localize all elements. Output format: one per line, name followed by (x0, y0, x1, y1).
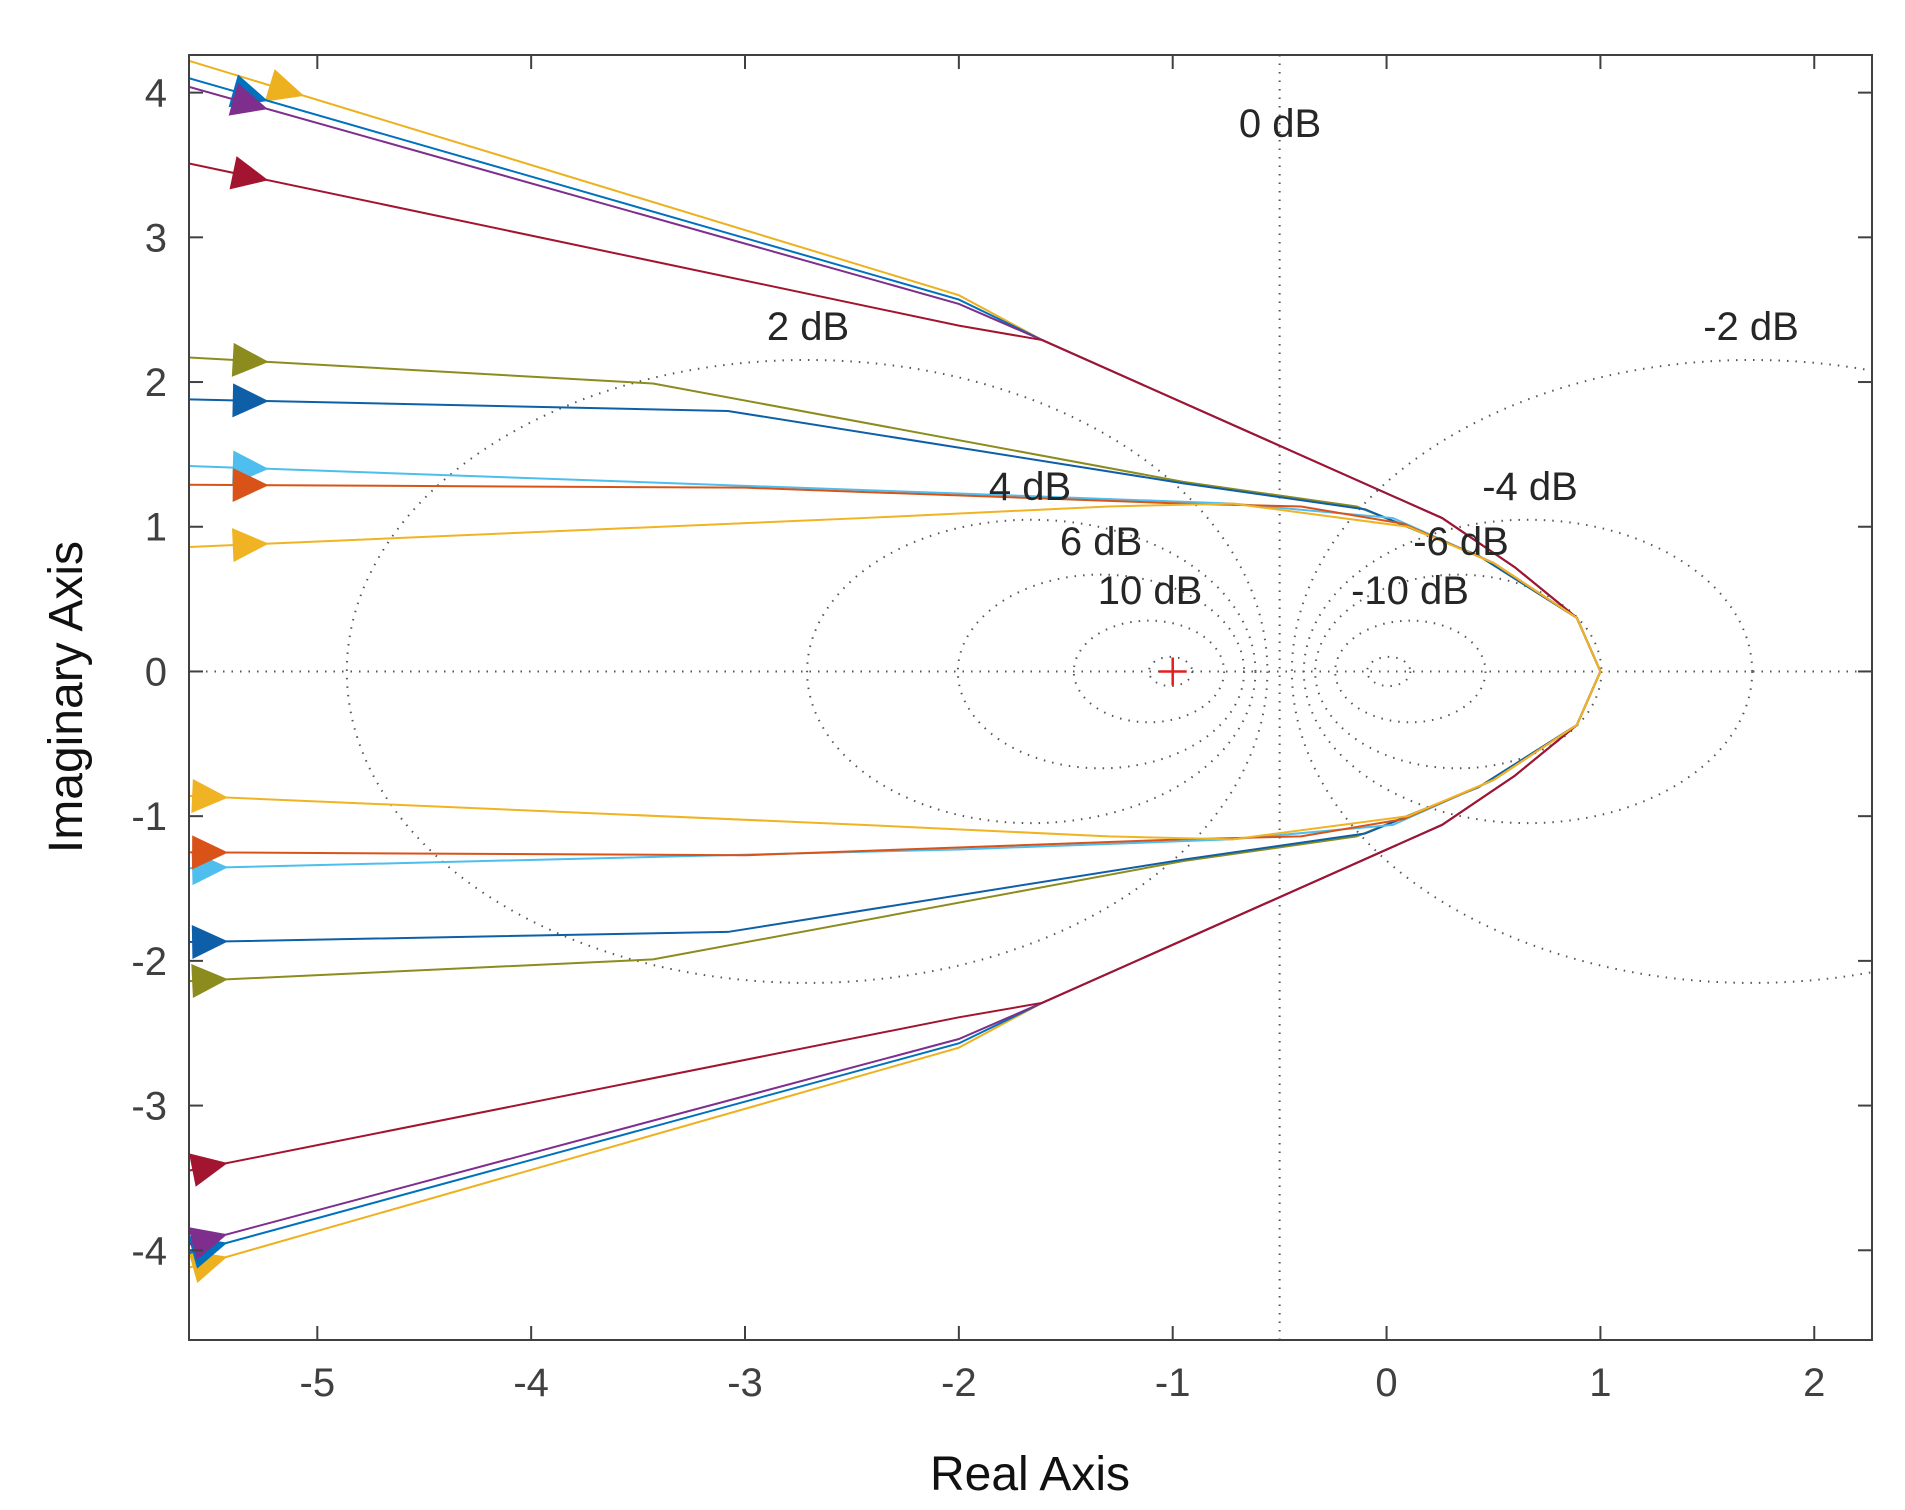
series-4-upper-arrow (231, 342, 269, 377)
grid-label: 0 dB (1239, 102, 1321, 146)
m-circle-grid (189, 55, 1872, 1340)
y-tick-label: 3 (145, 216, 167, 260)
plot-area (189, 55, 1872, 1340)
series-5-lower-arrow (191, 924, 229, 959)
x-tick-label: 1 (1589, 1361, 1611, 1405)
critical-point-marker (1158, 657, 1187, 686)
x-tick-label: -1 (1155, 1361, 1191, 1405)
m-circle-neg4db (1302, 518, 1754, 825)
m-circle-20db (1147, 655, 1194, 688)
y-tick-label: 4 (145, 72, 167, 116)
nyquist-curves (189, 59, 1602, 1283)
x-tick-label: -5 (300, 1361, 336, 1405)
series-7-lower-arrow (192, 835, 229, 870)
grid-label: 4 dB (989, 465, 1071, 509)
grid-label: 6 dB (1060, 520, 1142, 564)
series-3-lower-arrow (189, 1153, 228, 1187)
m-circle-2db (345, 358, 1269, 984)
grid-label: -6 dB (1413, 520, 1509, 564)
series-8-lower-arrow (191, 779, 229, 814)
grid-label: 10 dB (1098, 569, 1203, 613)
series-3-upper-arrow (229, 156, 269, 190)
y-tick-label: 1 (145, 506, 167, 550)
series-8-lower-line (189, 671, 1602, 841)
grid-label: -10 dB (1351, 569, 1469, 613)
grid-label: 2 dB (767, 305, 849, 349)
axis-ticks: -5 -4 -3 -2 -1 0 1 2 4 3 2 1 0 -1 -2 -3 -4 (131, 55, 1872, 1405)
y-axis-label: Imaginary Axis (40, 541, 93, 853)
x-tick-label: 0 (1375, 1361, 1397, 1405)
m-circle-4db (806, 518, 1257, 825)
grid-labels: 0 dB 2 dB -2 dB 4 dB -4 dB 6 dB -6 dB 10 dB -10 … (767, 102, 1799, 686)
series-5-upper-arrow (232, 383, 269, 418)
series-0-upper-arrow (264, 69, 305, 102)
x-tick-label: -3 (727, 1361, 763, 1405)
grid-label: -4 dB (1482, 465, 1578, 509)
x-tick-label: -2 (941, 1361, 977, 1405)
y-tick-label: 0 (145, 650, 167, 694)
grid-label: -2 dB (1703, 305, 1799, 349)
series-2-lower-arrow (189, 1227, 228, 1260)
y-tick-label: -1 (131, 795, 167, 839)
series-8-upper-line (189, 502, 1602, 672)
series-7-upper-arrow (232, 468, 269, 503)
y-tick-label: -2 (131, 940, 167, 984)
series-4-lower-arrow (191, 963, 229, 998)
x-tick-label: 2 (1803, 1361, 1825, 1405)
m-circle-neg10db (1334, 619, 1487, 724)
series-8-upper-arrow (232, 528, 269, 563)
y-tick-label: -3 (131, 1085, 167, 1129)
x-axis-label: Real Axis (930, 1448, 1130, 1501)
series-2-upper-arrow (228, 82, 268, 116)
m-circle-6db (956, 573, 1246, 770)
m-circle-10db (1072, 619, 1226, 724)
m-circle-neg20db (1366, 655, 1412, 688)
y-tick-label: 2 (145, 361, 167, 405)
m-circle-neg6db (1314, 573, 1603, 770)
y-tick-label: -4 (131, 1229, 167, 1273)
plot-frame (188, 54, 1873, 1341)
x-tick-label: -4 (513, 1361, 549, 1405)
